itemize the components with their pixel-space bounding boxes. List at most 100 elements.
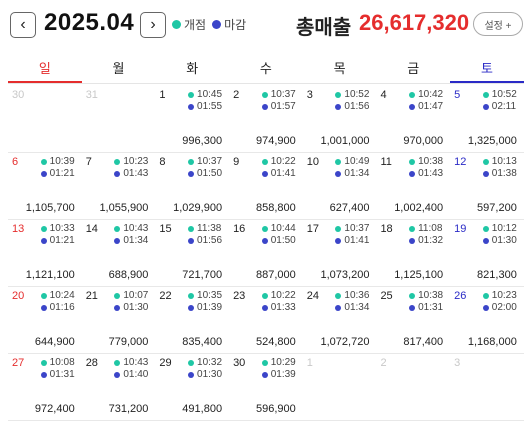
calendar-day-cell[interactable]: 26 10:23 02:00 1,168,000 xyxy=(450,287,524,353)
daily-sales: 1,002,400 xyxy=(394,202,444,214)
day-times: 10:43 01:40 xyxy=(114,357,148,381)
calendar-day-cell[interactable]: 4 10:42 01:47 970,000 xyxy=(376,86,450,152)
calendar-day-cell[interactable]: 16 10:44 01:50 887,000 xyxy=(229,220,303,286)
close-time: 01:56 xyxy=(344,101,370,112)
day-times: 10:37 01:57 xyxy=(261,89,296,113)
weekday-tue: 화 xyxy=(186,61,199,76)
daily-sales: 627,400 xyxy=(329,202,370,214)
close-time: 01:55 xyxy=(197,101,223,112)
calendar-day-cell[interactable]: 6 10:39 01:21 1,105,700 xyxy=(8,153,82,219)
calendar-day-cell[interactable]: 13 10:33 01:21 1,121,100 xyxy=(8,220,82,286)
close-dot-icon xyxy=(261,104,268,110)
calendar-day-cell: 3 xyxy=(450,354,524,420)
daily-sales: 779,000 xyxy=(108,336,149,348)
next-month-button[interactable]: › xyxy=(140,12,166,38)
calendar-day-cell[interactable]: 22 10:35 01:39 835,400 xyxy=(155,287,229,353)
calendar-day-cell[interactable]: 2 10:37 01:57 974,900 xyxy=(229,86,303,152)
close-time: 01:41 xyxy=(344,235,370,246)
calendar-day-cell[interactable]: 9 10:22 01:41 858,800 xyxy=(229,153,303,219)
daily-sales: 972,400 xyxy=(34,403,75,415)
close-time-row: 01:33 xyxy=(261,302,296,314)
calendar-day-cell[interactable]: 11 10:38 01:43 1,002,400 xyxy=(376,153,450,219)
calendar-day-cell[interactable]: 27 10:08 01:31 972,400 xyxy=(8,354,82,420)
open-dot-icon xyxy=(409,159,416,165)
day-times: 10:07 01:30 xyxy=(114,290,148,314)
close-time: 01:30 xyxy=(491,235,517,246)
weekday-mon: 월 xyxy=(112,61,125,76)
calendar-day-cell[interactable]: 17 10:37 01:41 1,073,200 xyxy=(303,220,377,286)
calendar-day-cell[interactable]: 15 11:38 01:56 721,700 xyxy=(155,220,229,286)
close-time: 01:41 xyxy=(270,168,296,179)
calendar-day-cell[interactable]: 7 10:23 01:43 1,055,900 xyxy=(82,153,156,219)
close-time-row: 01:56 xyxy=(188,235,222,247)
close-dot-icon xyxy=(40,171,47,177)
calendar-day-cell: 1 xyxy=(303,354,377,420)
daily-sales: 491,800 xyxy=(182,403,223,415)
close-time-row: 01:50 xyxy=(188,168,222,180)
calendar-week: 30 31 1 10:45 01:55 996,300 2 10:37 01:57 974,900… xyxy=(8,86,524,153)
calendar-day-cell[interactable]: 21 10:07 01:30 779,000 xyxy=(82,287,156,353)
daily-sales: 731,200 xyxy=(108,403,149,415)
open-time: 10:43 xyxy=(123,223,149,234)
open-time-row: 10:23 xyxy=(114,156,148,168)
settings-button[interactable]: 설정 + xyxy=(473,12,523,36)
day-number: 2 xyxy=(380,357,387,369)
weekday-sun: 일 xyxy=(8,56,82,83)
day-times: 11:38 01:56 xyxy=(188,223,222,247)
open-time-row: 10:22 xyxy=(261,290,296,302)
close-time-row: 01:30 xyxy=(188,369,222,381)
close-time: 01:31 xyxy=(418,302,444,313)
day-times: 10:22 01:41 xyxy=(261,156,296,180)
calendar-day-cell[interactable]: 20 10:24 01:16 644,900 xyxy=(8,287,82,353)
calendar-day-cell[interactable]: 14 10:43 01:34 688,900 xyxy=(82,220,156,286)
open-dot-icon xyxy=(40,360,47,366)
calendar-day-cell[interactable]: 8 10:37 01:50 1,029,900 xyxy=(155,153,229,219)
calendar-day-cell[interactable]: 1 10:45 01:55 996,300 xyxy=(155,86,229,152)
close-time-row: 01:50 xyxy=(261,235,296,247)
close-time: 01:39 xyxy=(197,302,223,313)
close-dot-icon xyxy=(335,305,342,311)
calendar-day-cell[interactable]: 5 10:52 02:11 1,325,000 xyxy=(450,86,524,152)
calendar-day-cell[interactable]: 30 10:29 01:39 596,900 xyxy=(229,354,303,420)
close-time: 01:30 xyxy=(197,369,223,380)
total-sales-label: 총매출 xyxy=(296,17,352,39)
calendar-day-cell[interactable]: 25 10:38 01:31 817,400 xyxy=(376,287,450,353)
prev-month-button[interactable]: ‹ xyxy=(10,12,36,38)
day-number: 15 xyxy=(159,223,172,235)
close-dot-icon xyxy=(335,171,342,177)
open-dot-icon xyxy=(482,293,489,299)
close-dot-icon xyxy=(114,238,121,244)
calendar-day-cell[interactable]: 10 10:49 01:34 627,400 xyxy=(303,153,377,219)
open-time-row: 10:29 xyxy=(261,357,296,369)
close-time-row: 01:38 xyxy=(482,168,517,180)
open-dot-icon xyxy=(114,360,121,366)
day-number: 30 xyxy=(12,89,25,101)
calendar-day-cell[interactable]: 3 10:52 01:56 1,001,000 xyxy=(303,86,377,152)
day-number: 5 xyxy=(454,89,461,101)
daily-sales: 1,168,000 xyxy=(467,336,517,348)
calendar-day-cell[interactable]: 28 10:43 01:40 731,200 xyxy=(82,354,156,420)
calendar-day-cell[interactable]: 24 10:36 01:34 1,072,720 xyxy=(303,287,377,353)
daily-sales: 597,200 xyxy=(477,202,517,214)
close-time-row: 01:30 xyxy=(114,302,148,314)
open-time: 10:32 xyxy=(197,357,223,368)
open-time-row: 10:52 xyxy=(482,89,517,101)
open-dot-icon xyxy=(261,293,268,299)
open-time-row: 10:52 xyxy=(335,89,369,101)
close-time-row: 01:41 xyxy=(335,235,369,247)
calendar-day-cell[interactable]: 19 10:12 01:30 821,300 xyxy=(450,220,524,286)
calendar-day-cell[interactable]: 23 10:22 01:33 524,800 xyxy=(229,287,303,353)
calendar-day-cell[interactable]: 12 10:13 01:38 597,200 xyxy=(450,153,524,219)
open-time-row: 10:37 xyxy=(261,89,296,101)
open-dot-icon xyxy=(261,92,268,98)
close-dot-icon xyxy=(212,20,222,29)
open-dot-icon xyxy=(40,226,47,232)
day-times: 10:37 01:50 xyxy=(188,156,222,180)
close-time: 01:39 xyxy=(270,369,296,380)
open-time-row: 10:45 xyxy=(188,89,222,101)
close-time-row: 01:40 xyxy=(114,369,148,381)
open-dot-icon xyxy=(335,226,342,232)
calendar-day-cell[interactable]: 29 10:32 01:30 491,800 xyxy=(155,354,229,420)
day-number: 10 xyxy=(306,156,319,168)
calendar-day-cell[interactable]: 18 11:08 01:32 1,125,100 xyxy=(376,220,450,286)
